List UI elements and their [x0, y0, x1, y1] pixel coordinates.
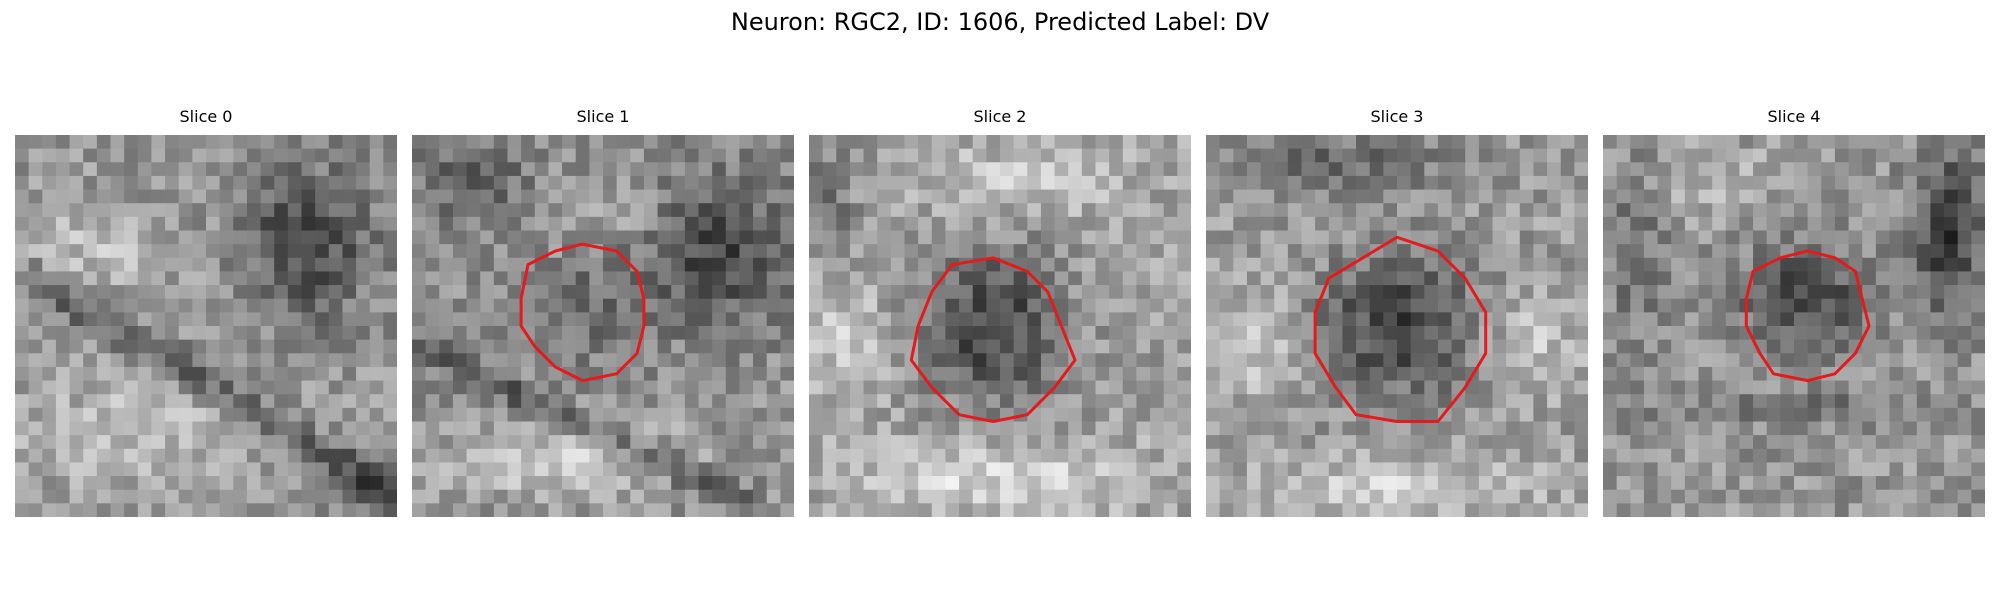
- cell-outline: [519, 242, 646, 383]
- slice-image: [809, 135, 1191, 517]
- slice-image: [1206, 135, 1588, 517]
- pixel-grid: [1206, 135, 1588, 517]
- slice-image: [1603, 135, 1985, 517]
- slice-title: Slice 1: [576, 107, 630, 126]
- slice-title: Slice 0: [179, 107, 233, 126]
- cell-outline: [1313, 235, 1488, 423]
- figure-title: Neuron: RGC2, ID: 1606, Predicted Label:…: [730, 8, 1270, 36]
- pixel-grid: [809, 135, 1191, 517]
- slice-title: Slice 3: [1370, 107, 1424, 126]
- cell-outline: [909, 256, 1077, 423]
- slice-title: Slice 4: [1767, 107, 1821, 126]
- slice-panel-4: Slice 4: [1603, 107, 1985, 517]
- slice-panel-3: Slice 3: [1206, 107, 1588, 517]
- slice-panel-1: Slice 1: [412, 107, 794, 517]
- slice-panel-2: Slice 2: [809, 107, 1191, 517]
- pixel-grid: [412, 135, 794, 517]
- slice-image: [412, 135, 794, 517]
- slice-title: Slice 2: [973, 107, 1027, 126]
- pixel-grid: [1603, 135, 1985, 517]
- slice-panel-0: Slice 0: [15, 107, 397, 517]
- slice-image: [15, 135, 397, 517]
- pixel-grid: [15, 135, 397, 517]
- cell-outline: [1744, 249, 1871, 383]
